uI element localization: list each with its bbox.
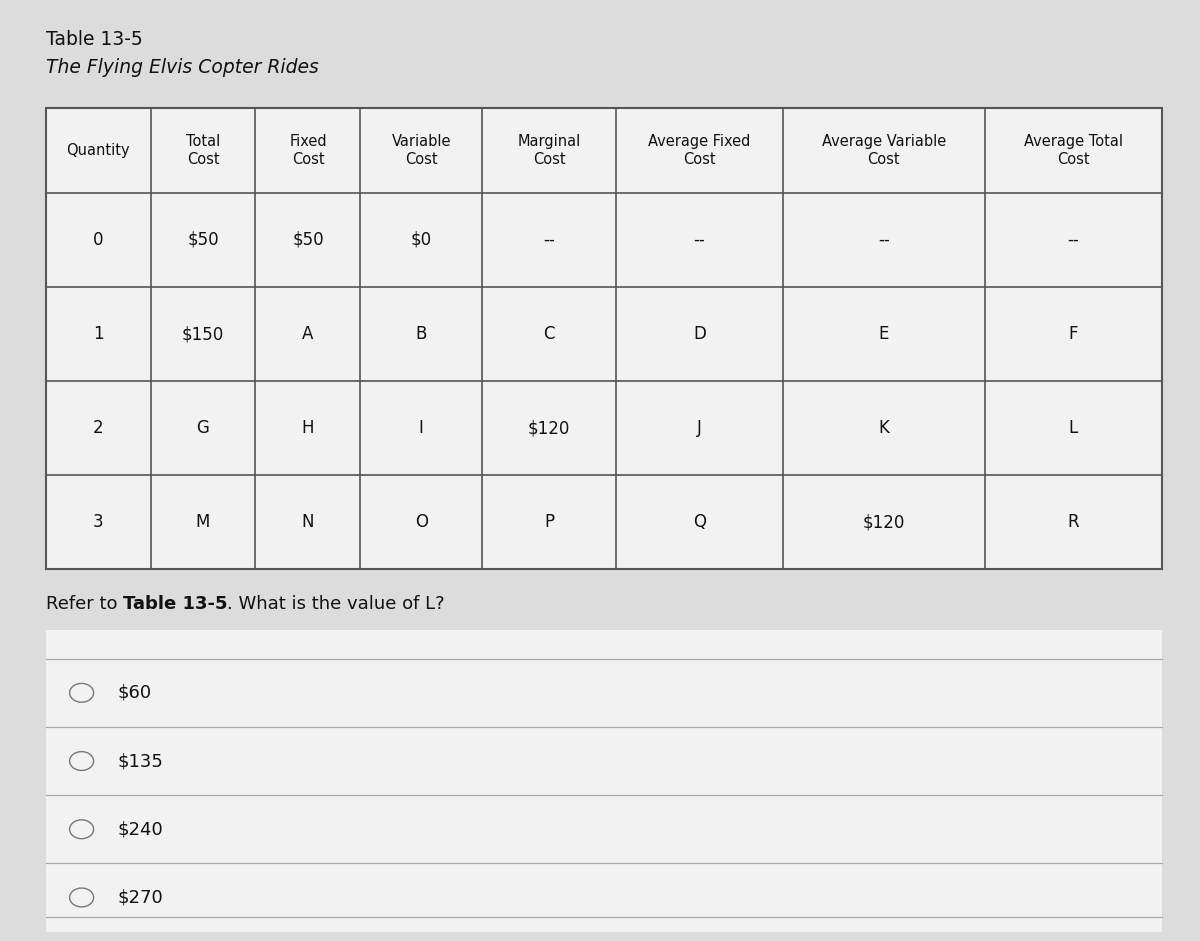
- Text: $150: $150: [182, 325, 224, 343]
- Text: $120: $120: [528, 419, 570, 438]
- Text: B: B: [415, 325, 427, 343]
- Text: Q: Q: [694, 513, 706, 532]
- Text: Average Variable
Cost: Average Variable Cost: [822, 135, 946, 167]
- Text: --: --: [694, 231, 706, 249]
- Text: K: K: [878, 419, 889, 438]
- Text: Refer to: Refer to: [46, 595, 122, 613]
- Text: 3: 3: [92, 513, 103, 532]
- Text: --: --: [1068, 231, 1079, 249]
- Text: . What is the value of L?: . What is the value of L?: [227, 595, 445, 613]
- Text: M: M: [196, 513, 210, 532]
- Text: The Flying Elvis Copter Rides: The Flying Elvis Copter Rides: [46, 58, 318, 77]
- Text: C: C: [544, 325, 554, 343]
- Text: H: H: [301, 419, 314, 438]
- Bar: [46, 108, 1162, 569]
- Text: I: I: [419, 419, 424, 438]
- Text: $60: $60: [118, 684, 151, 702]
- Text: 1: 1: [92, 325, 103, 343]
- Text: Fixed
Cost: Fixed Cost: [289, 135, 326, 167]
- Text: --: --: [544, 231, 556, 249]
- Text: J: J: [697, 419, 702, 438]
- Text: $135: $135: [118, 752, 163, 770]
- Text: 0: 0: [92, 231, 103, 249]
- Text: $50: $50: [187, 231, 218, 249]
- Text: Average Total
Cost: Average Total Cost: [1024, 135, 1123, 167]
- Text: $120: $120: [863, 513, 905, 532]
- Text: Table 13-5: Table 13-5: [122, 595, 227, 613]
- Bar: [46, 630, 1162, 932]
- Text: Total
Cost: Total Cost: [186, 135, 220, 167]
- Text: R: R: [1068, 513, 1079, 532]
- Text: $240: $240: [118, 821, 163, 838]
- Text: $50: $50: [292, 231, 324, 249]
- Text: A: A: [302, 325, 313, 343]
- Text: P: P: [544, 513, 554, 532]
- Text: Quantity: Quantity: [66, 143, 130, 158]
- Text: G: G: [197, 419, 210, 438]
- Text: Marginal
Cost: Marginal Cost: [517, 135, 581, 167]
- Text: O: O: [415, 513, 427, 532]
- Text: --: --: [878, 231, 889, 249]
- Text: $270: $270: [118, 888, 163, 906]
- Text: $0: $0: [410, 231, 432, 249]
- Text: F: F: [1068, 325, 1078, 343]
- Text: Table 13-5: Table 13-5: [46, 30, 143, 49]
- Text: N: N: [301, 513, 314, 532]
- Text: L: L: [1069, 419, 1078, 438]
- Text: Variable
Cost: Variable Cost: [391, 135, 451, 167]
- Text: D: D: [694, 325, 706, 343]
- Text: 2: 2: [92, 419, 103, 438]
- Text: E: E: [878, 325, 889, 343]
- Text: Average Fixed
Cost: Average Fixed Cost: [648, 135, 751, 167]
